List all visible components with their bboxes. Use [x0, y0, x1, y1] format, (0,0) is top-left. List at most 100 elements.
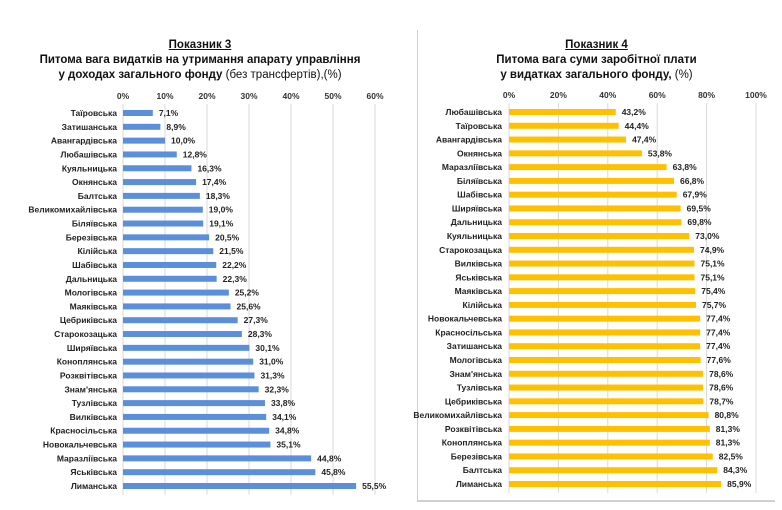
- data-label: 81,3%: [716, 438, 741, 448]
- category-label: Новокальчевська: [43, 440, 117, 450]
- bar: [509, 191, 677, 198]
- category-label: Маразліївська: [442, 162, 502, 172]
- data-label: 81,3%: [716, 424, 741, 434]
- bar: [123, 427, 270, 434]
- bar: [123, 248, 214, 255]
- bar: [509, 384, 704, 391]
- x-tick-label: 10%: [156, 91, 173, 101]
- data-label: 10,0%: [171, 136, 196, 146]
- category-label: Біляївська: [457, 176, 502, 186]
- bar: [123, 455, 312, 462]
- data-label: 34,8%: [275, 426, 300, 436]
- x-tick-label: 100%: [745, 90, 767, 100]
- category-label: Балтська: [78, 191, 117, 201]
- data-label: 44,8%: [317, 453, 342, 463]
- data-label: 33,8%: [271, 398, 296, 408]
- bar: [123, 220, 204, 227]
- data-label: 77,4%: [706, 327, 731, 337]
- bar: [509, 412, 709, 419]
- data-label: 21,5%: [219, 246, 244, 256]
- bar: [123, 400, 265, 407]
- category-label: Маяківська: [455, 286, 503, 296]
- bar: [509, 357, 701, 363]
- data-label: 19,0%: [209, 205, 234, 215]
- data-label: 28,3%: [248, 329, 273, 339]
- data-label: 84,3%: [723, 465, 748, 475]
- bar: [123, 110, 153, 116]
- data-label: 82,5%: [719, 451, 744, 461]
- bar: [123, 206, 203, 213]
- bar: [509, 453, 713, 460]
- x-tick-label: 0%: [117, 91, 130, 101]
- data-label: 75,7%: [702, 300, 727, 310]
- bar: [509, 439, 710, 446]
- bar: [509, 301, 696, 308]
- bar: [123, 261, 217, 268]
- category-label: Красносільська: [435, 327, 502, 337]
- category-label: Цебриківська: [445, 396, 502, 406]
- category-label: Яськівська: [70, 467, 117, 477]
- bar: [509, 467, 718, 474]
- bar: [123, 372, 255, 379]
- category-label: Куяльницька: [62, 163, 117, 173]
- category-label: Авангардівська: [51, 136, 117, 146]
- data-label: 74,9%: [700, 245, 725, 255]
- data-label: 22,3%: [223, 274, 248, 284]
- data-label: 78,7%: [709, 396, 734, 406]
- data-label: 63,8%: [673, 162, 698, 172]
- x-tick-label: 60%: [649, 90, 666, 100]
- data-label: 78,6%: [709, 383, 734, 393]
- category-label: Ширяївська: [67, 343, 117, 353]
- category-label: Новокальчевська: [428, 314, 502, 324]
- chart-title-line2-normal: (без трансфертів),(%): [222, 69, 342, 81]
- chart-title-line2-bold: у доходах загального фонду: [58, 69, 223, 81]
- chart-title-label: Показник 4: [565, 39, 628, 51]
- x-tick-label: 60%: [366, 91, 383, 101]
- data-label: 30,1%: [255, 343, 280, 353]
- bar: [123, 441, 271, 448]
- data-label: 17,4%: [202, 177, 227, 187]
- category-label: Великомихайлівська: [28, 205, 117, 215]
- bar: [123, 413, 267, 420]
- data-label: 19,1%: [209, 219, 234, 229]
- chart-title-label: Показник 3: [168, 39, 232, 51]
- category-label: Затишанська: [62, 122, 118, 132]
- category-label: Таїровська: [71, 108, 118, 118]
- category-label: Окнянська: [457, 148, 502, 158]
- bar: [123, 179, 197, 186]
- data-label: 31,0%: [259, 357, 284, 367]
- bar: [123, 234, 210, 241]
- data-label: 20,5%: [215, 232, 240, 242]
- bar: [123, 331, 242, 338]
- bar: [509, 122, 619, 129]
- bar: [509, 233, 690, 239]
- bar: [123, 289, 229, 296]
- bar: [509, 205, 681, 212]
- data-label: 69,5%: [687, 203, 712, 213]
- category-label: Біляївська: [72, 219, 117, 229]
- bar: [509, 246, 695, 253]
- category-label: Любашівська: [446, 107, 503, 117]
- chart-title-line1: Питома вага суми заробітної плати: [496, 54, 697, 66]
- bar: [509, 370, 704, 377]
- data-label: 75,1%: [700, 272, 725, 282]
- data-label: 67,9%: [683, 190, 708, 200]
- data-label: 77,4%: [706, 341, 731, 351]
- category-label: Мологівська: [450, 355, 503, 365]
- bar: [123, 123, 161, 130]
- bar: [509, 274, 695, 281]
- bar: [509, 260, 695, 267]
- bar: [509, 109, 616, 115]
- bar: [123, 469, 316, 476]
- bar: [509, 329, 701, 336]
- bar: [123, 192, 200, 199]
- bar-chart-plot: 0% 20% 40% 60% 80% 100% Любашівська 43,2% Таїров…: [413, 90, 767, 493]
- category-label: Тузлівська: [72, 398, 118, 408]
- category-label: Маяківська: [70, 301, 118, 311]
- category-label: Старокозацька: [54, 329, 117, 339]
- bar: [123, 317, 238, 324]
- data-label: 18,3%: [206, 191, 231, 201]
- category-label: Знам'янська: [64, 384, 117, 394]
- bar: [123, 165, 192, 172]
- x-tick-label: 40%: [599, 90, 616, 100]
